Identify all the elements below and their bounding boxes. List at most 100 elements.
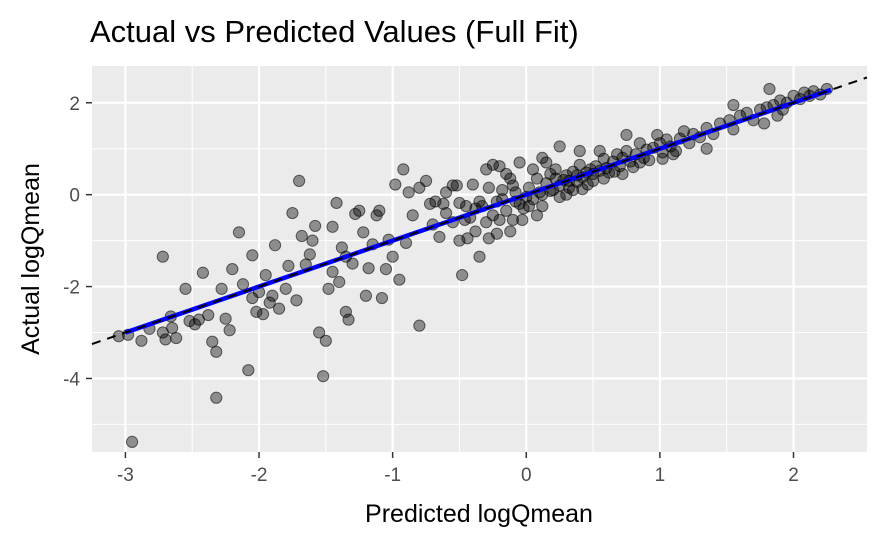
data-point [167, 322, 178, 333]
data-point [617, 168, 628, 179]
data-point [267, 290, 278, 301]
data-point [728, 99, 739, 110]
data-point [598, 173, 609, 184]
data-point [376, 292, 387, 303]
y-axis-title: Actual logQmean [17, 163, 45, 355]
x-tick-label: -1 [384, 465, 401, 486]
data-point [296, 230, 307, 241]
data-point [294, 175, 305, 186]
data-point [507, 180, 518, 191]
x-tick-label: 1 [655, 465, 666, 486]
data-point [247, 250, 258, 261]
data-point [354, 205, 365, 216]
data-point [220, 313, 231, 324]
data-point [440, 187, 451, 198]
data-point [523, 201, 534, 212]
x-tick-label: -3 [117, 465, 134, 486]
data-point [764, 83, 775, 94]
data-point [237, 279, 248, 290]
data-point [126, 436, 137, 447]
x-tick-label: 2 [788, 465, 799, 486]
data-point [374, 205, 385, 216]
data-point [227, 264, 238, 275]
data-point [483, 182, 494, 193]
data-point [505, 226, 516, 237]
data-point [211, 392, 222, 403]
data-point [327, 221, 338, 232]
data-point [407, 210, 418, 221]
data-point [283, 260, 294, 271]
data-point [224, 325, 235, 336]
data-point [291, 295, 302, 306]
data-point [414, 182, 425, 193]
data-point [358, 227, 369, 238]
data-point [387, 251, 398, 262]
data-point [207, 336, 218, 347]
data-point [269, 240, 280, 251]
data-point [457, 269, 468, 280]
data-point [657, 153, 668, 164]
data-point [273, 303, 284, 314]
data-point [304, 249, 315, 260]
data-point [307, 235, 318, 246]
data-point [414, 320, 425, 331]
data-point [197, 267, 208, 278]
data-point [554, 141, 565, 152]
data-point [483, 233, 494, 244]
data-point [380, 264, 391, 275]
data-point [171, 332, 182, 343]
data-point [343, 314, 354, 325]
data-point [438, 198, 449, 209]
data-point [470, 226, 481, 237]
y-tick-label: 0 [69, 186, 80, 207]
data-point [363, 263, 374, 274]
data-point [531, 210, 542, 221]
data-point [454, 235, 465, 246]
data-point [474, 196, 485, 207]
chart-title: Actual vs Predicted Values (Full Fit) [90, 14, 579, 49]
data-point [451, 180, 462, 191]
x-tick-label: -2 [251, 465, 268, 486]
data-point [320, 335, 331, 346]
data-point [233, 227, 244, 238]
x-axis-ticks: -3 -2 -1 0 1 2 [117, 452, 799, 486]
data-point [160, 334, 171, 345]
x-tick-label: 0 [521, 465, 532, 486]
y-tick-label: -4 [63, 369, 80, 390]
data-point [474, 251, 485, 262]
data-point [554, 191, 565, 202]
data-point [527, 164, 538, 175]
data-point [211, 346, 222, 357]
data-point [701, 143, 712, 154]
data-point [323, 283, 334, 294]
data-point [260, 269, 271, 280]
data-point [574, 145, 585, 156]
data-point [310, 220, 321, 231]
y-tick-label: 2 [69, 94, 80, 115]
data-point [582, 179, 593, 190]
data-point [494, 214, 505, 225]
data-point [136, 335, 147, 346]
data-point [318, 371, 329, 382]
data-point [424, 198, 435, 209]
data-point [461, 201, 472, 212]
data-point [360, 290, 371, 301]
data-point [157, 251, 168, 262]
data-point [257, 309, 268, 320]
data-point [514, 157, 525, 168]
x-axis-title: Predicted logQmean [365, 500, 593, 528]
y-axis-ticks: 2 0 -2 -4 [63, 94, 92, 391]
data-point [594, 145, 605, 156]
data-point [517, 214, 528, 225]
data-point [216, 283, 227, 294]
data-point [403, 187, 414, 198]
data-point [621, 129, 632, 140]
data-point [644, 155, 655, 166]
data-point [180, 283, 191, 294]
data-point [652, 129, 663, 140]
data-point [759, 118, 770, 129]
data-point [203, 309, 214, 320]
data-point [287, 207, 298, 218]
data-point [541, 157, 552, 168]
